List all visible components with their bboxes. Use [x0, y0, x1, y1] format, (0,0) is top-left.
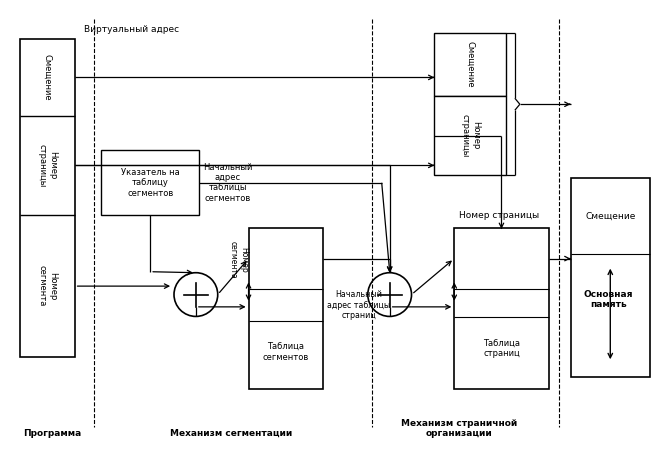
Text: Начальный
адрес таблицы
страниц: Начальный адрес таблицы страниц [327, 291, 391, 320]
Text: Таблица
сегментов: Таблица сегментов [263, 342, 309, 361]
FancyBboxPatch shape [101, 150, 199, 215]
Text: Номер
страницы: Номер страницы [38, 144, 57, 187]
Text: Программа: Программа [23, 429, 81, 438]
Text: Смещение: Смещение [466, 41, 474, 88]
Text: Начальный
адрес
таблицы
сегментов: Начальный адрес таблицы сегментов [203, 163, 252, 203]
Text: Смещение: Смещение [585, 211, 635, 220]
Text: Таблица
страниц: Таблица страниц [483, 339, 520, 358]
Text: Номер
страницы: Номер страницы [460, 114, 480, 157]
FancyBboxPatch shape [434, 96, 506, 175]
Text: Указатель на
таблицу
сегментов: Указатель на таблицу сегментов [121, 168, 180, 198]
Text: Номер
сегмента: Номер сегмента [38, 265, 57, 307]
FancyBboxPatch shape [434, 33, 506, 96]
Text: Номер страницы: Номер страницы [459, 211, 539, 220]
FancyBboxPatch shape [454, 228, 549, 389]
Text: Основная
память: Основная память [584, 290, 633, 309]
Text: Механизм сегментации: Механизм сегментации [170, 429, 291, 438]
FancyBboxPatch shape [20, 39, 74, 357]
Text: Номер
сегмента: Номер сегмента [229, 241, 249, 279]
Text: Виртуальный адрес: Виртуальный адрес [84, 25, 179, 34]
FancyBboxPatch shape [571, 178, 650, 377]
FancyBboxPatch shape [249, 228, 323, 389]
Text: Механизм страничной
организации: Механизм страничной организации [401, 419, 517, 438]
Text: Смещение: Смещение [43, 54, 52, 101]
